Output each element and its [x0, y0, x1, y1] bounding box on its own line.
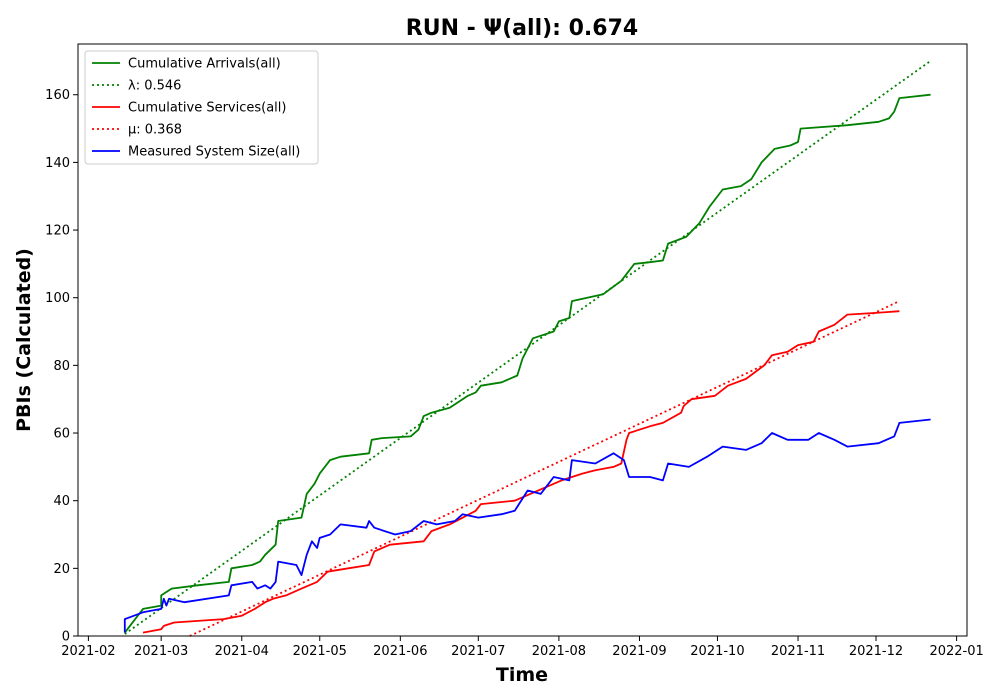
x-tick-label: 2021-04 [215, 644, 269, 659]
x-axis-label: Time [496, 664, 548, 686]
x-tick-label: 2021-02 [61, 644, 115, 659]
legend: Cumulative Arrivals(all) λ: 0.546 Cumulati… [84, 50, 319, 165]
x-tick-label: 2021-07 [451, 644, 505, 659]
x-tick-label: 2021-06 [373, 644, 427, 659]
series-line-3 [142, 310, 900, 634]
y-tick-label: 140 [45, 156, 70, 171]
y-tick-label: 160 [45, 88, 70, 103]
legend-label-2: λ: 0.546 [128, 79, 181, 94]
chart-title: RUN - Ψ(all): 0.674 [406, 16, 638, 41]
y-tick-label: 60 [53, 427, 70, 442]
x-tick-label: 2021-10 [690, 644, 744, 659]
legend-label-1: Cumulative Arrivals(all) [128, 57, 281, 72]
x-tick-label: 2021-12 [849, 644, 903, 659]
x-tick-label: 2021-11 [771, 644, 825, 659]
y-tick-label: 120 [45, 224, 70, 239]
y-tick-label: 100 [45, 291, 70, 306]
x-tick-label: 2022-01 [929, 644, 983, 659]
y-tick-label: 40 [53, 494, 70, 509]
x-tick-label: 2021-08 [532, 644, 586, 659]
y-tick-label: 80 [53, 359, 70, 374]
legend-box [84, 50, 319, 165]
legend-label-4: μ: 0.368 [128, 123, 182, 138]
y-axis-label: PBIs (Calculated) [13, 248, 35, 432]
plot-frame [77, 43, 968, 637]
series-line-1 [124, 93, 931, 634]
legend-label-5: Measured System Size(all) [128, 145, 300, 160]
x-tick-label: 2021-05 [293, 644, 347, 659]
y-tick-label: 0 [62, 630, 70, 645]
series-line-5 [123, 418, 931, 633]
legend-label-3: Cumulative Services(all) [128, 101, 286, 116]
x-axis: 2021-02 2021-03 2021-04 2021-05 2021-06 2021-… [61, 636, 984, 659]
y-tick-label: 20 [53, 562, 70, 577]
y-axis: 0 20 40 60 80 100 120 140 160 [45, 88, 78, 645]
plot-area [123, 60, 932, 637]
x-tick-label: 2021-09 [612, 644, 666, 659]
series-line-4 [189, 300, 900, 637]
x-tick-label: 2021-03 [134, 644, 188, 659]
